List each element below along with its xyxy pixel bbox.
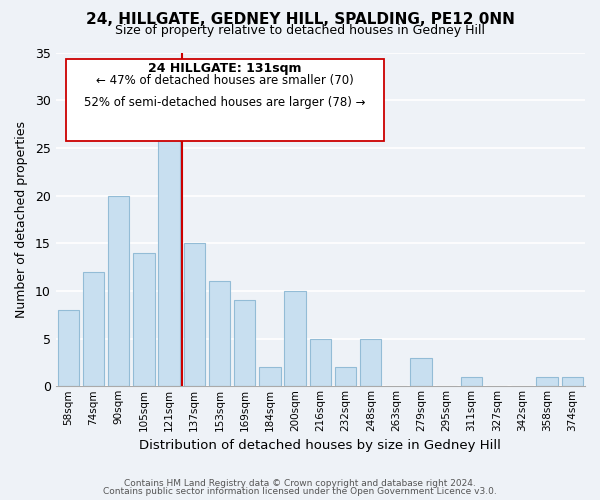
X-axis label: Distribution of detached houses by size in Gedney Hill: Distribution of detached houses by size …: [139, 440, 501, 452]
Bar: [335, 367, 356, 386]
Text: Contains public sector information licensed under the Open Government Licence v3: Contains public sector information licen…: [103, 487, 497, 496]
Bar: [234, 300, 256, 386]
Bar: [108, 196, 130, 386]
Bar: [461, 376, 482, 386]
Text: Size of property relative to detached houses in Gedney Hill: Size of property relative to detached ho…: [115, 24, 485, 37]
Y-axis label: Number of detached properties: Number of detached properties: [15, 121, 28, 318]
Bar: [360, 338, 382, 386]
Bar: [259, 367, 281, 386]
Text: 24 HILLGATE: 131sqm: 24 HILLGATE: 131sqm: [148, 62, 302, 75]
Bar: [209, 282, 230, 387]
Bar: [410, 358, 432, 386]
Bar: [184, 243, 205, 386]
Text: 52% of semi-detached houses are larger (78) →: 52% of semi-detached houses are larger (…: [85, 96, 366, 109]
Bar: [536, 376, 558, 386]
Text: 24, HILLGATE, GEDNEY HILL, SPALDING, PE12 0NN: 24, HILLGATE, GEDNEY HILL, SPALDING, PE1…: [86, 12, 514, 28]
Bar: [58, 310, 79, 386]
Text: ← 47% of detached houses are smaller (70): ← 47% of detached houses are smaller (70…: [96, 74, 354, 87]
FancyBboxPatch shape: [66, 59, 384, 141]
Bar: [83, 272, 104, 386]
Bar: [133, 253, 155, 386]
Bar: [158, 129, 180, 386]
Text: Contains HM Land Registry data © Crown copyright and database right 2024.: Contains HM Land Registry data © Crown c…: [124, 478, 476, 488]
Bar: [284, 291, 306, 386]
Bar: [310, 338, 331, 386]
Bar: [562, 376, 583, 386]
